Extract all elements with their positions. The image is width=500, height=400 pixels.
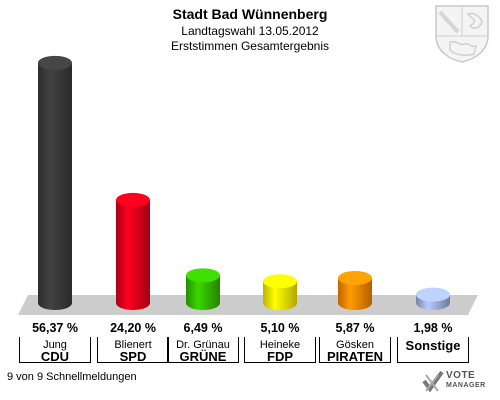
chart-title: Stadt Bad Wünnenberg bbox=[172, 6, 328, 22]
bar-spd bbox=[116, 199, 150, 310]
status-text: 9 von 9 Schnellmeldungen bbox=[7, 371, 137, 383]
bar-fdp bbox=[263, 281, 297, 310]
label-bracket-fdp bbox=[244, 337, 316, 363]
party-label-sonstige: Sonstige bbox=[405, 338, 461, 353]
party-label-fdp: FDP bbox=[267, 349, 293, 364]
label-bracket-piraten bbox=[319, 337, 391, 363]
party-label-spd: SPD bbox=[119, 349, 147, 364]
label-bracket-sonstige bbox=[397, 337, 469, 363]
vote-manager-logo: VOTE MANAGER bbox=[422, 368, 494, 396]
party-label-piraten: PIRATEN bbox=[326, 349, 384, 364]
value-label-sonstige: 1,98 % bbox=[413, 321, 453, 335]
bar-cap-fdp bbox=[263, 274, 297, 289]
bar-piraten bbox=[338, 277, 372, 310]
label-bracket-grne bbox=[167, 337, 239, 363]
chart-floor bbox=[18, 295, 478, 315]
chart-subtitle-date: Landtagswahl 13.05.2012 bbox=[181, 24, 319, 38]
label-bracket-cdu bbox=[19, 337, 91, 363]
nrw-coat-of-arms-icon bbox=[435, 5, 489, 63]
value-label-piraten: 5,87 % bbox=[335, 321, 375, 335]
value-label-grne: 6,49 % bbox=[183, 321, 223, 335]
candidate-name-piraten: Gösken bbox=[336, 339, 374, 351]
value-label-spd: 24,20 % bbox=[110, 321, 156, 335]
candidate-name-cdu: Jung bbox=[43, 339, 67, 351]
bar-cap-sonstige bbox=[416, 287, 450, 302]
chart-subtitle-type: Erststimmen Gesamtergebnis bbox=[170, 39, 330, 53]
candidate-name-spd: Blienert bbox=[114, 339, 152, 351]
logo-text-vote: VOTE bbox=[446, 370, 476, 381]
label-bracket-spd bbox=[97, 337, 169, 363]
candidate-name-grne: Dr. Grünau bbox=[176, 339, 230, 351]
bar-cdu bbox=[38, 62, 72, 310]
logo-text-manager: MANAGER bbox=[446, 382, 486, 389]
value-label-cdu: 56,37 % bbox=[32, 321, 78, 335]
bar-cap-grne bbox=[186, 268, 220, 283]
party-label-grne: GRÜNE bbox=[179, 349, 227, 364]
bar-cap-cdu bbox=[38, 55, 72, 70]
bar-cap-piraten bbox=[338, 270, 372, 285]
bar-grne bbox=[186, 275, 220, 310]
party-label-cdu: CDU bbox=[40, 349, 70, 364]
check-mark-icon bbox=[422, 370, 444, 393]
bar-cap-spd bbox=[116, 192, 150, 207]
candidate-name-fdp: Heineke bbox=[259, 339, 301, 351]
value-label-fdp: 5,10 % bbox=[260, 321, 300, 335]
